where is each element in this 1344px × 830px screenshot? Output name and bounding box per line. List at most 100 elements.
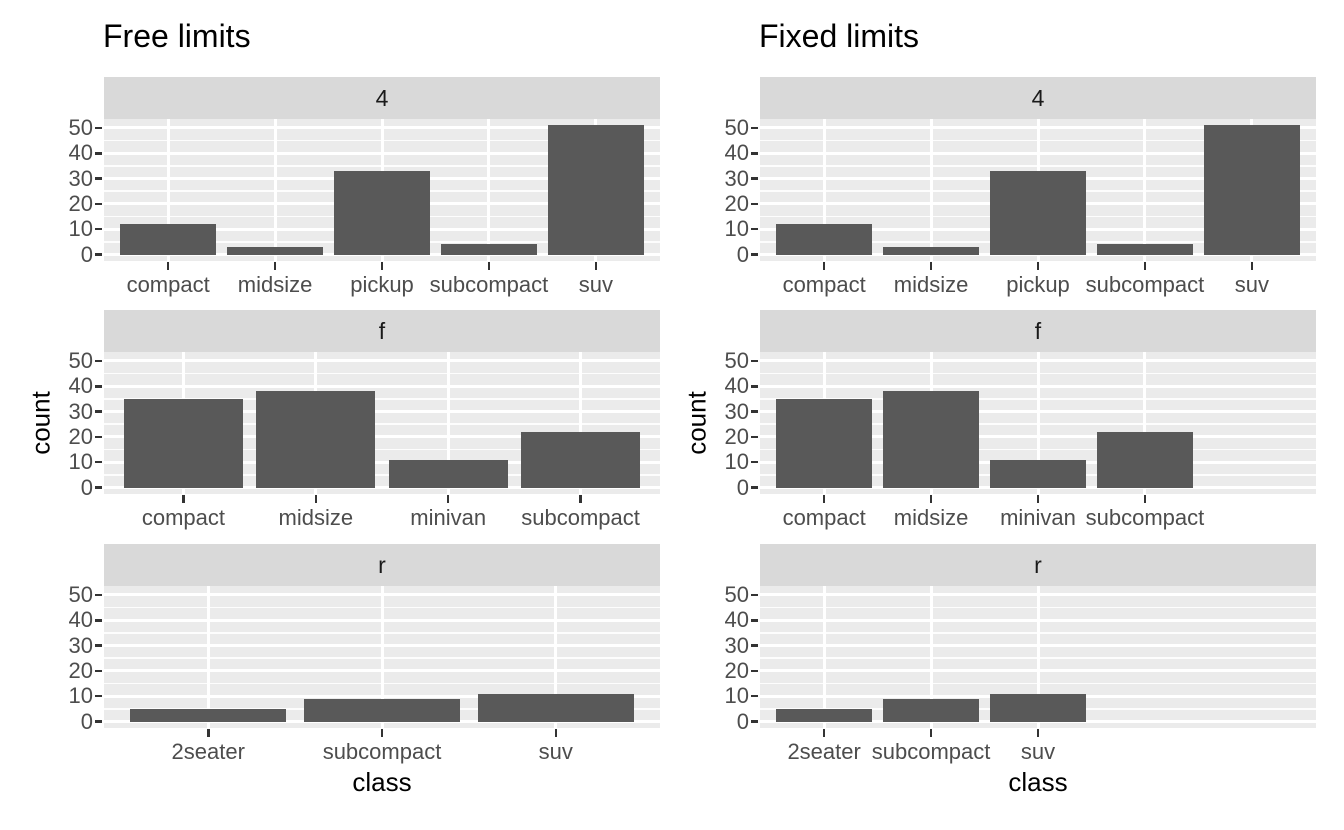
y-tick-label: 40 (68, 373, 93, 399)
gridline-major-y (104, 435, 660, 439)
x-tick-label: subcompact (1085, 272, 1205, 297)
y-tick-label: 40 (68, 140, 93, 166)
facet-panel (760, 352, 1316, 494)
x-tick-label: 2seater (787, 739, 861, 764)
y-tick-label: 20 (68, 423, 93, 449)
facet-strip-label: 4 (1031, 84, 1045, 111)
gridline-minor-y (104, 474, 660, 476)
gridline-major-x (1143, 119, 1147, 261)
y-tick-mark (751, 619, 758, 622)
y-tick-mark (751, 410, 758, 413)
x-tick-label: minivan (1000, 505, 1076, 530)
x-tick-label: pickup (350, 272, 414, 297)
x-tick-mark (1143, 495, 1147, 503)
y-tick-label: 40 (68, 607, 93, 633)
facet-strip: f (104, 310, 660, 352)
y-tick-mark (95, 410, 102, 413)
x-tick-label: suv (1234, 272, 1269, 297)
bar-minivan (388, 459, 508, 488)
y-tick-label: 30 (724, 398, 749, 424)
y-tick-label: 50 (68, 347, 93, 373)
x-tick-label: compact (126, 272, 210, 297)
facet-strip-label: r (1034, 551, 1042, 578)
y-tick-label: 0 (80, 708, 93, 734)
y-tick-label: 50 (724, 347, 749, 373)
gridline-major-x (1036, 352, 1040, 494)
facet-strip-label: f (1034, 317, 1042, 344)
x-tick-label: midsize (278, 505, 354, 530)
gridline-major-y (104, 384, 660, 388)
bar-midsize (882, 246, 980, 255)
y-tick-mark (751, 694, 758, 698)
bar-minivan (989, 459, 1087, 488)
gridline-major-x (579, 352, 583, 494)
bar-subcompact (440, 244, 538, 255)
gridline-major-x (822, 586, 826, 728)
y-tick-label: 10 (68, 683, 93, 709)
x-tick-mark (1036, 262, 1040, 270)
y-tick-label: 20 (724, 190, 749, 216)
gridline-major-x (487, 119, 491, 261)
x-tick-label: midsize (893, 505, 969, 530)
y-tick-mark (95, 126, 102, 130)
y-tick-label: 20 (724, 657, 749, 683)
facet-strip: r (104, 544, 660, 586)
y-tick-label: 50 (724, 581, 749, 607)
y-tick-mark (95, 720, 102, 723)
x-tick-label: subcompact (322, 739, 442, 764)
y-tick-label: 0 (736, 708, 749, 734)
x-axis-title: class (352, 767, 412, 797)
x-tick-label: suv (538, 739, 573, 764)
y-tick-label: 20 (68, 190, 93, 216)
y-tick-label: 40 (724, 607, 749, 633)
y-tick-mark (95, 385, 102, 388)
y-tick-mark (95, 644, 102, 647)
x-tick-mark (166, 262, 170, 270)
y-tick-mark (751, 202, 758, 206)
x-axis-title: class (1008, 767, 1068, 797)
bar-midsize (256, 391, 376, 488)
y-tick-label: 0 (80, 474, 93, 500)
facet-strip: f (760, 310, 1316, 352)
y-tick-label: 10 (724, 449, 749, 475)
y-tick-mark (95, 435, 102, 439)
bar-pickup (989, 171, 1087, 255)
y-tick-mark (95, 460, 102, 464)
bar-compact (123, 398, 243, 488)
gridline-major-x (929, 586, 933, 728)
gridline-major-y (104, 410, 660, 414)
y-tick-mark (751, 385, 758, 388)
x-tick-label: suv (578, 272, 613, 297)
y-tick-label: 30 (68, 398, 93, 424)
y-tick-mark (95, 694, 102, 698)
facet-panel (104, 352, 660, 494)
bar-subcompact (303, 698, 461, 722)
x-tick-label: compact (782, 272, 866, 297)
x-tick-mark (929, 262, 933, 270)
gridline-major-x (822, 119, 826, 261)
bar-pickup (333, 171, 431, 255)
gridline-major-x (206, 586, 210, 728)
bar-suv (547, 125, 644, 255)
x-tick-mark (207, 729, 210, 737)
gridline-major-x (166, 119, 170, 261)
x-tick-mark (380, 262, 384, 270)
facet-strip: 4 (760, 77, 1316, 119)
bar-subcompact (1096, 431, 1194, 488)
y-tick-label: 50 (724, 114, 749, 140)
plot-title: Free limits (103, 18, 251, 54)
x-tick-mark (182, 495, 185, 503)
facet-strip-label: f (378, 317, 386, 344)
gridline-minor-y (104, 398, 660, 400)
bar-subcompact (1096, 244, 1194, 255)
bar-compact (776, 224, 873, 255)
y-tick-mark (95, 486, 102, 489)
gridline-major-x (1143, 352, 1147, 494)
y-tick-mark (95, 619, 102, 622)
x-tick-mark (822, 729, 826, 737)
gridline-minor-y (104, 372, 660, 375)
facet-panel (760, 119, 1316, 261)
bar-2seater (130, 708, 287, 722)
x-tick-label: suv (1020, 739, 1056, 764)
y-tick-mark (751, 720, 758, 723)
